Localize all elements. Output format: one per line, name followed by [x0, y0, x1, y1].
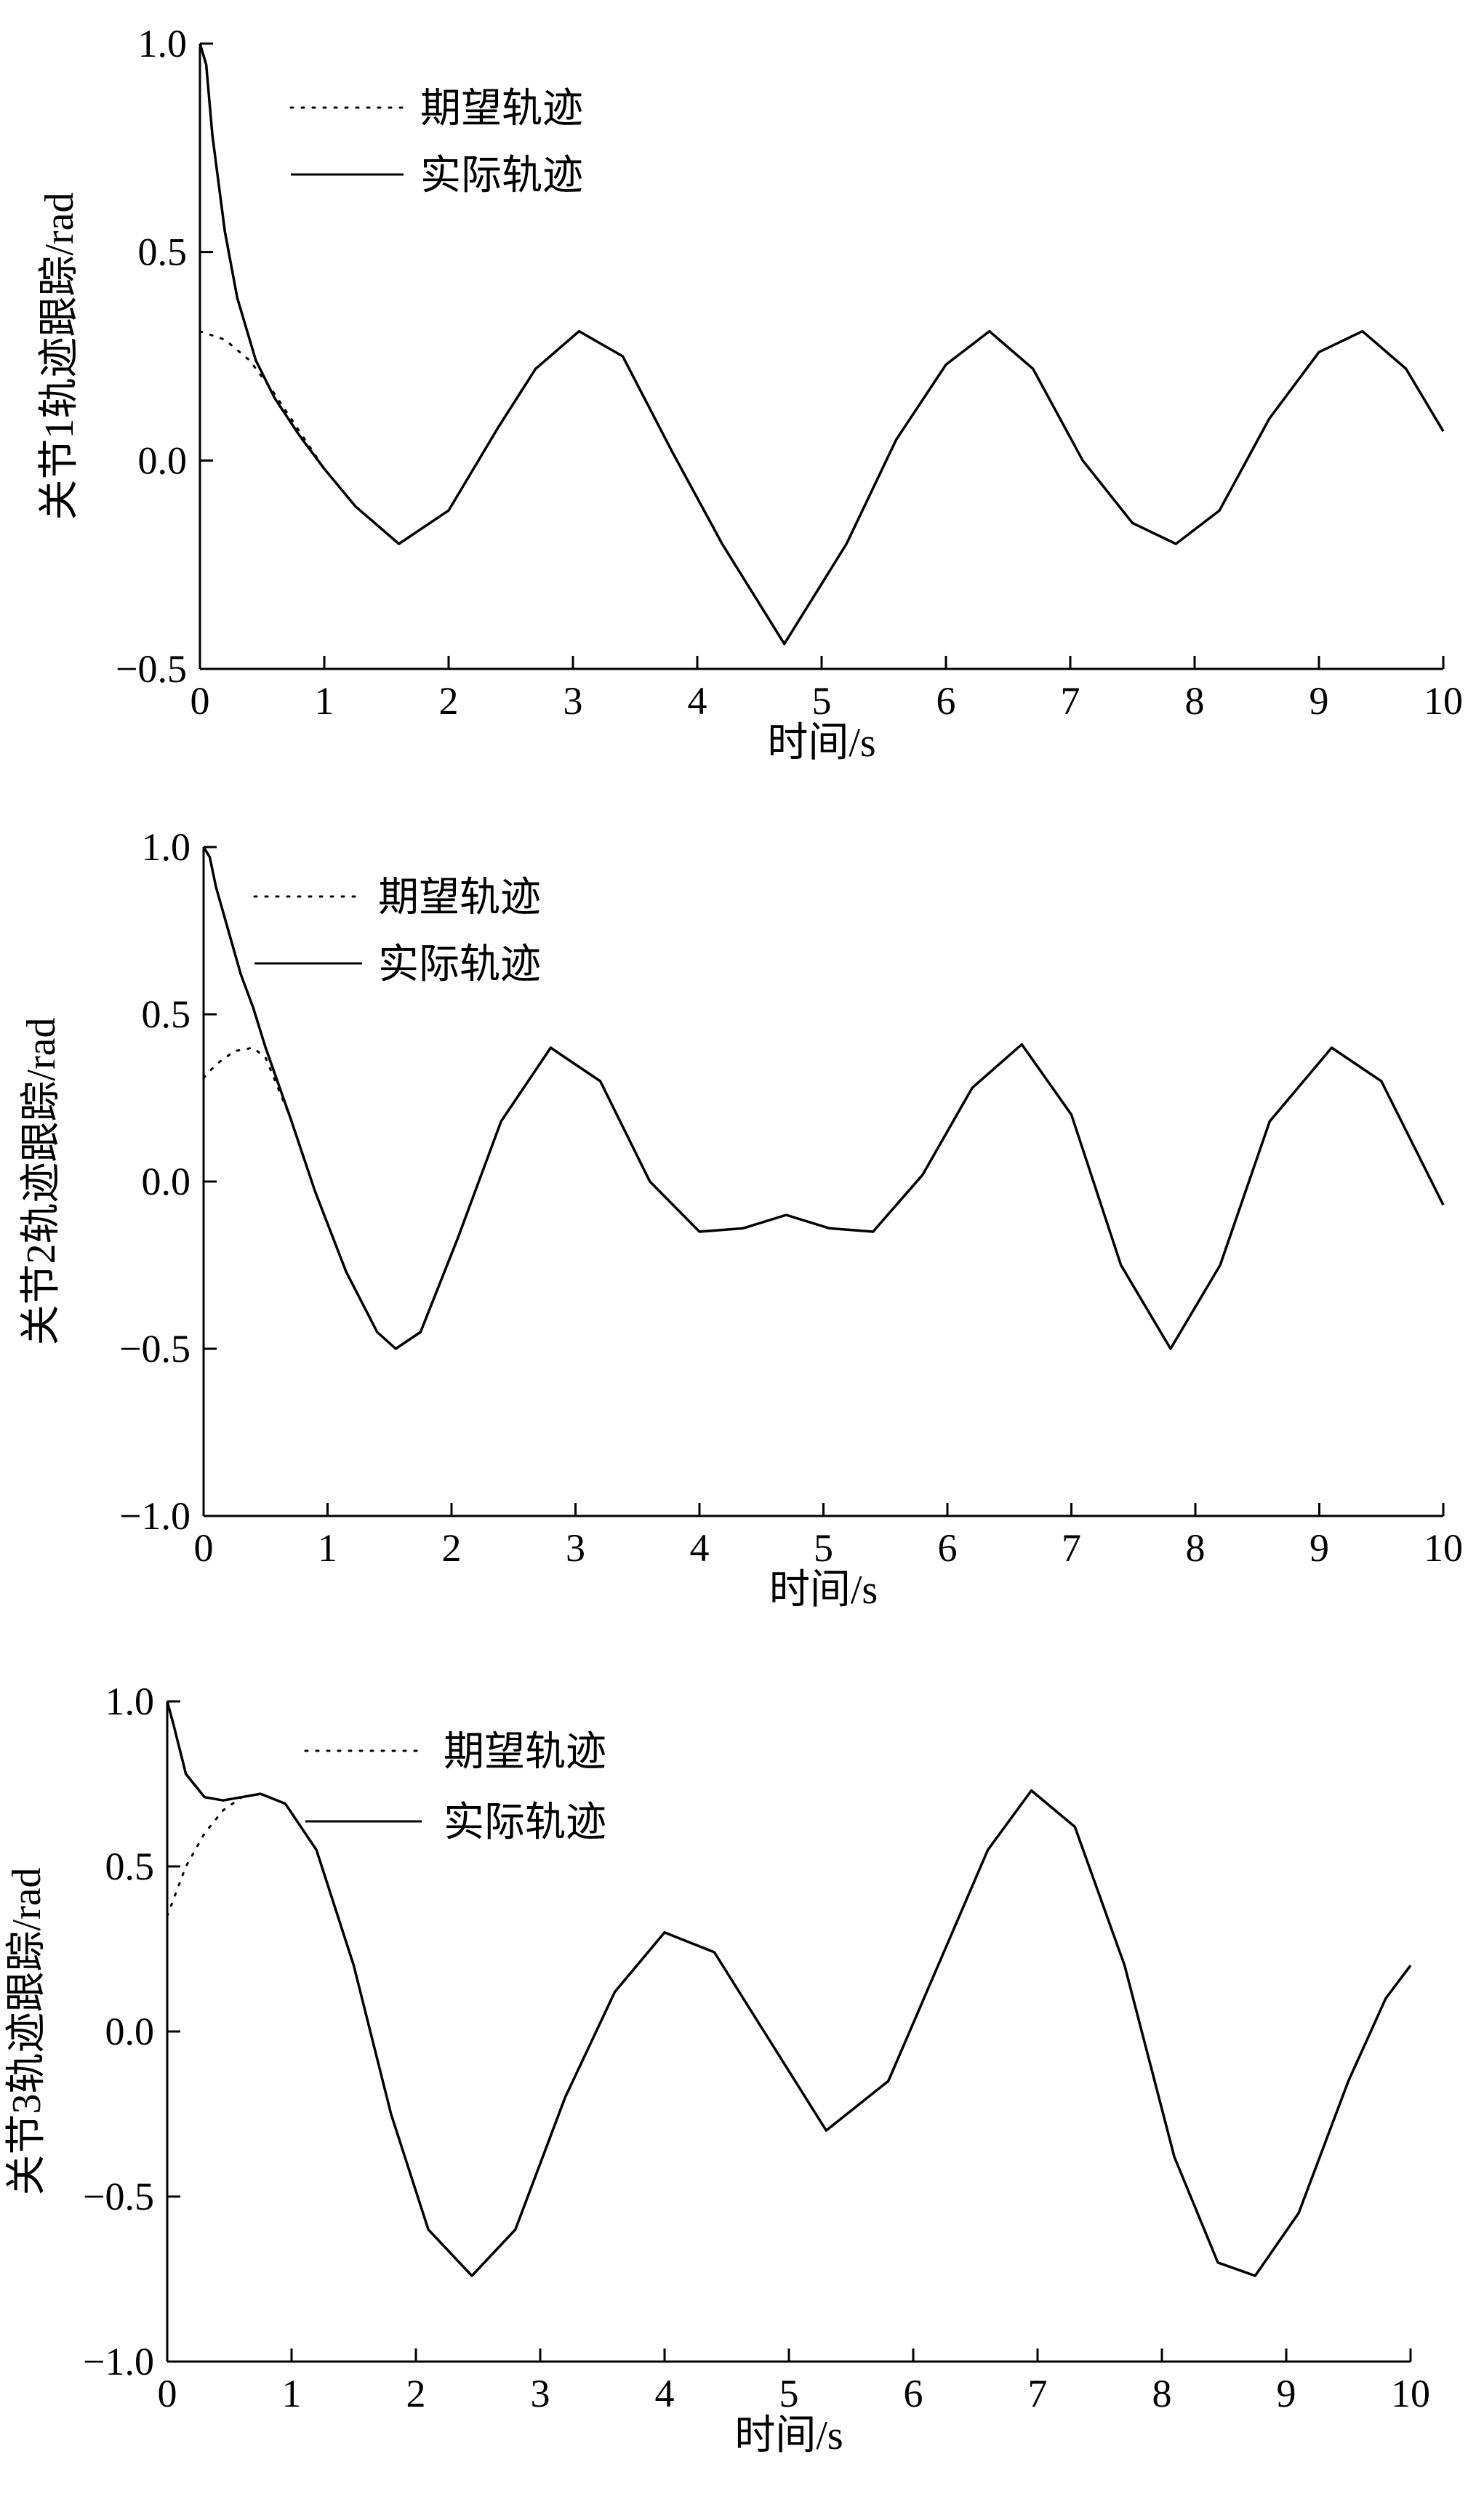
x-tick-label: 2 — [439, 679, 459, 723]
x-tick-label: 4 — [690, 1526, 710, 1570]
x-axis-title: 时间/s — [767, 721, 875, 766]
y-tick-label: 0.5 — [142, 992, 191, 1036]
series-line-actual — [166, 1701, 1412, 2277]
x-tick-label: 2 — [442, 1526, 462, 1570]
x-tick-label: 4 — [688, 679, 707, 723]
x-tick-label: 10 — [1424, 1526, 1463, 1570]
x-tick-label: 8 — [1152, 2372, 1172, 2415]
x-tick-label: 9 — [1309, 679, 1329, 723]
y-tick-label: −0.5 — [116, 647, 187, 691]
x-tick-label: 7 — [1061, 679, 1080, 723]
chart-3: 0 1 2 3 4 5 6 7 8 9 10 −1.0 −0.5 0.0 0.5 1.0 时间/s 关节3轨迹跟踪… — [4, 1680, 1430, 2458]
legend-label: 实际轨迹 — [420, 153, 583, 198]
y-axis-title: 关节2轨迹跟踪/rad — [19, 1017, 64, 1345]
x-tick-label: 6 — [936, 679, 956, 723]
y-tick-label: −0.5 — [119, 1327, 190, 1371]
x-tick-label: 7 — [1028, 2372, 1048, 2415]
legend-label: 实际轨迹 — [378, 942, 541, 987]
y-axis-title: 关节3轨迹跟踪/rad — [4, 1867, 49, 2195]
y-tick-label: 0.0 — [105, 2010, 155, 2053]
x-tick-label: 10 — [1424, 679, 1463, 723]
series-line-actual — [202, 846, 1445, 1350]
x-tick-label: 6 — [938, 1526, 958, 1570]
x-tick-label: 1 — [282, 2372, 302, 2415]
y-tick-label: 1.0 — [105, 1680, 155, 1723]
x-tick-label: 4 — [655, 2372, 675, 2415]
x-tick-label: 5 — [814, 1526, 833, 1570]
x-tick-label: 7 — [1062, 1526, 1081, 1570]
x-tick-label: 3 — [566, 1526, 585, 1570]
x-tick-label: 8 — [1185, 679, 1205, 723]
x-tick-label: 0 — [190, 679, 210, 723]
legend-label: 期望轨迹 — [444, 1730, 606, 1775]
y-tick-label: 0.5 — [105, 1845, 155, 1888]
legend-label: 期望轨迹 — [420, 87, 583, 132]
x-tick-label: 3 — [531, 2372, 550, 2415]
series-line-desired — [202, 1043, 1445, 1350]
x-tick-label: 10 — [1391, 2372, 1430, 2415]
x-tick-label: 0 — [158, 2372, 177, 2415]
y-tick-label: 1.0 — [138, 22, 188, 65]
y-tick-label: −0.5 — [83, 2175, 154, 2218]
legend-label: 期望轨迹 — [378, 875, 541, 920]
chart-1: 0 1 2 3 4 5 6 7 8 9 10 −0.5 0.0 0.5 1.0 时间/s 关节1轨迹跟踪/rad… — [37, 22, 1463, 766]
y-tick-label: 1.0 — [142, 825, 191, 869]
y-tick-label: 0.5 — [138, 230, 188, 274]
series-line-desired — [166, 1789, 1412, 2277]
y-tick-label: 0.0 — [142, 1160, 191, 1203]
chart-2: 0 1 2 3 4 5 6 7 8 9 10 −1.0 −0.5 0.0 0.5 1.0 时间/s 关节2轨迹跟踪… — [19, 825, 1463, 1613]
x-tick-label: 2 — [406, 2372, 426, 2415]
x-axis-title: 时间/s — [734, 2413, 843, 2458]
x-tick-label: 1 — [315, 679, 334, 723]
legend-label: 实际轨迹 — [444, 1800, 606, 1845]
x-tick-label: 5 — [812, 679, 832, 723]
x-tick-label: 1 — [318, 1526, 337, 1570]
series-line-desired — [198, 330, 1445, 646]
x-tick-label: 8 — [1186, 1526, 1206, 1570]
series-line-actual — [198, 43, 1445, 646]
y-tick-label: −1.0 — [119, 1494, 190, 1538]
x-tick-label: 3 — [563, 679, 583, 723]
y-axis-title: 关节1轨迹跟踪/rad — [37, 192, 82, 520]
x-tick-label: 9 — [1277, 2372, 1296, 2415]
y-tick-label: 0.0 — [138, 438, 188, 482]
y-tick-label: −1.0 — [83, 2340, 154, 2383]
x-tick-label: 9 — [1309, 1526, 1329, 1570]
x-tick-label: 0 — [194, 1526, 214, 1570]
x-tick-label: 5 — [779, 2372, 799, 2415]
x-tick-label: 6 — [904, 2372, 923, 2415]
x-axis-title: 时间/s — [769, 1568, 878, 1613]
